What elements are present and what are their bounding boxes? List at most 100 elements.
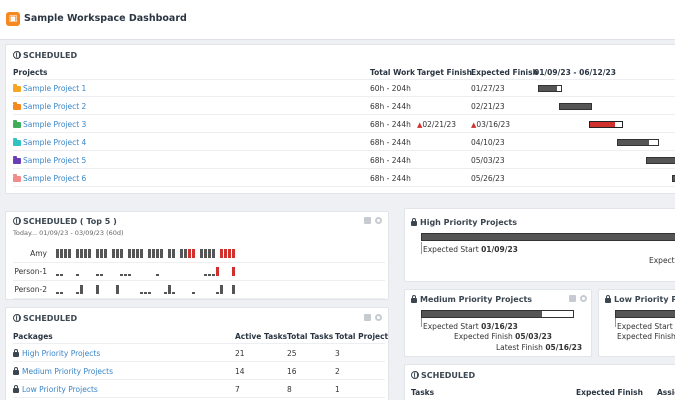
medium-priority-progress-bar [421,310,574,318]
total-tasks: 25 [287,349,297,358]
folder-icon [13,84,21,92]
total-work: 68h - 244h [370,156,411,165]
total-work: 60h - 204h [370,84,411,93]
package-link[interactable]: Low Priority Projects [13,385,98,394]
globe-icon [411,371,419,379]
lock-icon [13,367,19,375]
card-title: Medium Priority Projects [411,295,532,304]
folder-icon [13,120,21,128]
top-bar: ▣ Sample Workspace Dashboard [0,0,675,40]
total-projects: 2 [335,367,340,376]
column-header-total-tasks: Total Tasks [287,332,334,341]
lock-icon [411,218,417,226]
packages-card: SCHEDULED Packages Active Tasks Total Ta… [5,307,389,400]
save-icon[interactable] [364,314,371,321]
project-link[interactable]: Sample Project 6 [13,174,86,183]
project-link[interactable]: Sample Project 5 [13,156,86,165]
project-link[interactable]: Sample Project 4 [13,138,86,147]
expected-finish: 05/03/23 [471,156,505,165]
lock-icon [605,295,611,303]
expected-finish: Expected Finish 05/03/23 [454,332,552,341]
card-title: High Priority Projects [411,218,517,227]
expected-label-cut: Expected [649,256,675,265]
warning-icon: ▲ [471,121,477,129]
expected-finish: 02/21/23 [471,102,505,111]
person-name: Person-2 [14,285,47,294]
card-title: SCHEDULED ( Top 5 ) [13,217,117,226]
save-icon[interactable] [364,217,371,224]
gantt-bar[interactable] [646,157,675,164]
project-link[interactable]: Sample Project 3 [13,120,86,129]
top5-card: SCHEDULED ( Top 5 ) Today... 01/09/23 - … [5,211,389,300]
total-work: 68h - 244h [370,138,411,147]
globe-icon [13,314,21,322]
gear-icon[interactable] [580,295,587,302]
folder-icon [13,174,21,182]
expected-start: Expected Start 01/09/23 [423,245,518,254]
column-header-timeline: 01/09/23 - 06/12/23 [534,68,616,77]
folder-icon [13,156,21,164]
workload-row: Person-1 [6,267,388,279]
project-link[interactable]: Sample Project 1 [13,84,86,93]
total-tasks: 16 [287,367,297,376]
gantt-bar[interactable] [617,139,659,146]
gear-icon[interactable] [375,217,382,224]
high-priority-progress-bar [421,233,675,241]
total-projects: 3 [335,349,340,358]
folder-icon [13,102,21,110]
save-icon[interactable] [569,295,576,302]
column-header-active-tasks: Active Tasks [235,332,288,341]
workload-strip[interactable] [56,267,386,276]
gantt-bar[interactable] [538,85,562,92]
expected-finish: 01/27/23 [471,84,505,93]
tasks-card: SCHEDULED Tasks Expected Finish Assig [404,364,675,400]
card-title: SCHEDULED [13,314,77,323]
project-link[interactable]: Sample Project 2 [13,102,86,111]
person-name: Amy [30,249,47,258]
column-header-projects: Projects [13,68,48,77]
column-header-total-projects: Total Projects [335,332,389,341]
expected-start: Expected Start [617,322,673,331]
column-header-packages: Packages [13,332,53,341]
column-header-target-finish: Target Finish [417,68,472,77]
total-work: 68h - 244h [370,174,411,183]
page-title: Sample Workspace Dashboard [24,13,187,24]
gantt-bar[interactable] [559,103,592,110]
column-header-total-work: Total Work [370,68,415,77]
lock-icon [411,295,417,303]
box-icon[interactable]: ▣ [6,12,20,26]
person-name: Person-1 [14,267,47,276]
scheduled-projects-card: SCHEDULED Projects Total Work Target Fin… [5,44,675,194]
warning-icon: ▲ [417,121,423,129]
medium-priority-card: Medium Priority Projects Expected Start … [404,289,592,357]
workload-row: Amy [6,249,388,261]
workload-row: Person-2 [6,285,388,297]
workload-strip[interactable] [56,285,386,294]
package-link[interactable]: High Priority Projects [13,349,100,358]
total-tasks: 8 [287,385,292,394]
card-title: SCHEDULED [411,371,475,380]
column-header-assignee: Assig [657,388,675,397]
folder-icon [13,138,21,146]
package-link[interactable]: Medium Priority Projects [13,367,113,376]
globe-icon [13,51,21,59]
total-work: 68h - 244h [370,120,411,129]
expected-start: Expected Start 03/16/23 [423,322,518,331]
expected-finish: Expected Finish [617,332,675,341]
gantt-bar[interactable] [589,121,623,128]
expected-finish: 04/10/23 [471,138,505,147]
target-finish: ▲02/21/23 [417,120,457,129]
lock-icon [13,385,19,393]
active-tasks: 7 [235,385,240,394]
gear-icon[interactable] [375,314,382,321]
column-header-expected-finish: Expected Finish [576,388,643,397]
column-header-tasks: Tasks [411,388,435,397]
card-title: Low Priority Projects [605,295,675,304]
total-work: 68h - 244h [370,102,411,111]
top5-subtitle: Today... 01/09/23 - 03/09/23 (60d) [13,229,124,237]
high-priority-card: High Priority Projects Expected Start 01… [404,208,675,282]
workload-strip[interactable] [56,249,386,258]
gantt-bar[interactable] [672,175,675,182]
active-tasks: 14 [235,367,245,376]
low-priority-card: Low Priority Projects Expected Start Exp… [598,289,675,357]
